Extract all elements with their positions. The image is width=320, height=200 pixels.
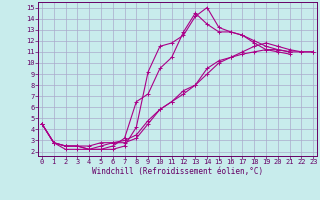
X-axis label: Windchill (Refroidissement éolien,°C): Windchill (Refroidissement éolien,°C) (92, 167, 263, 176)
